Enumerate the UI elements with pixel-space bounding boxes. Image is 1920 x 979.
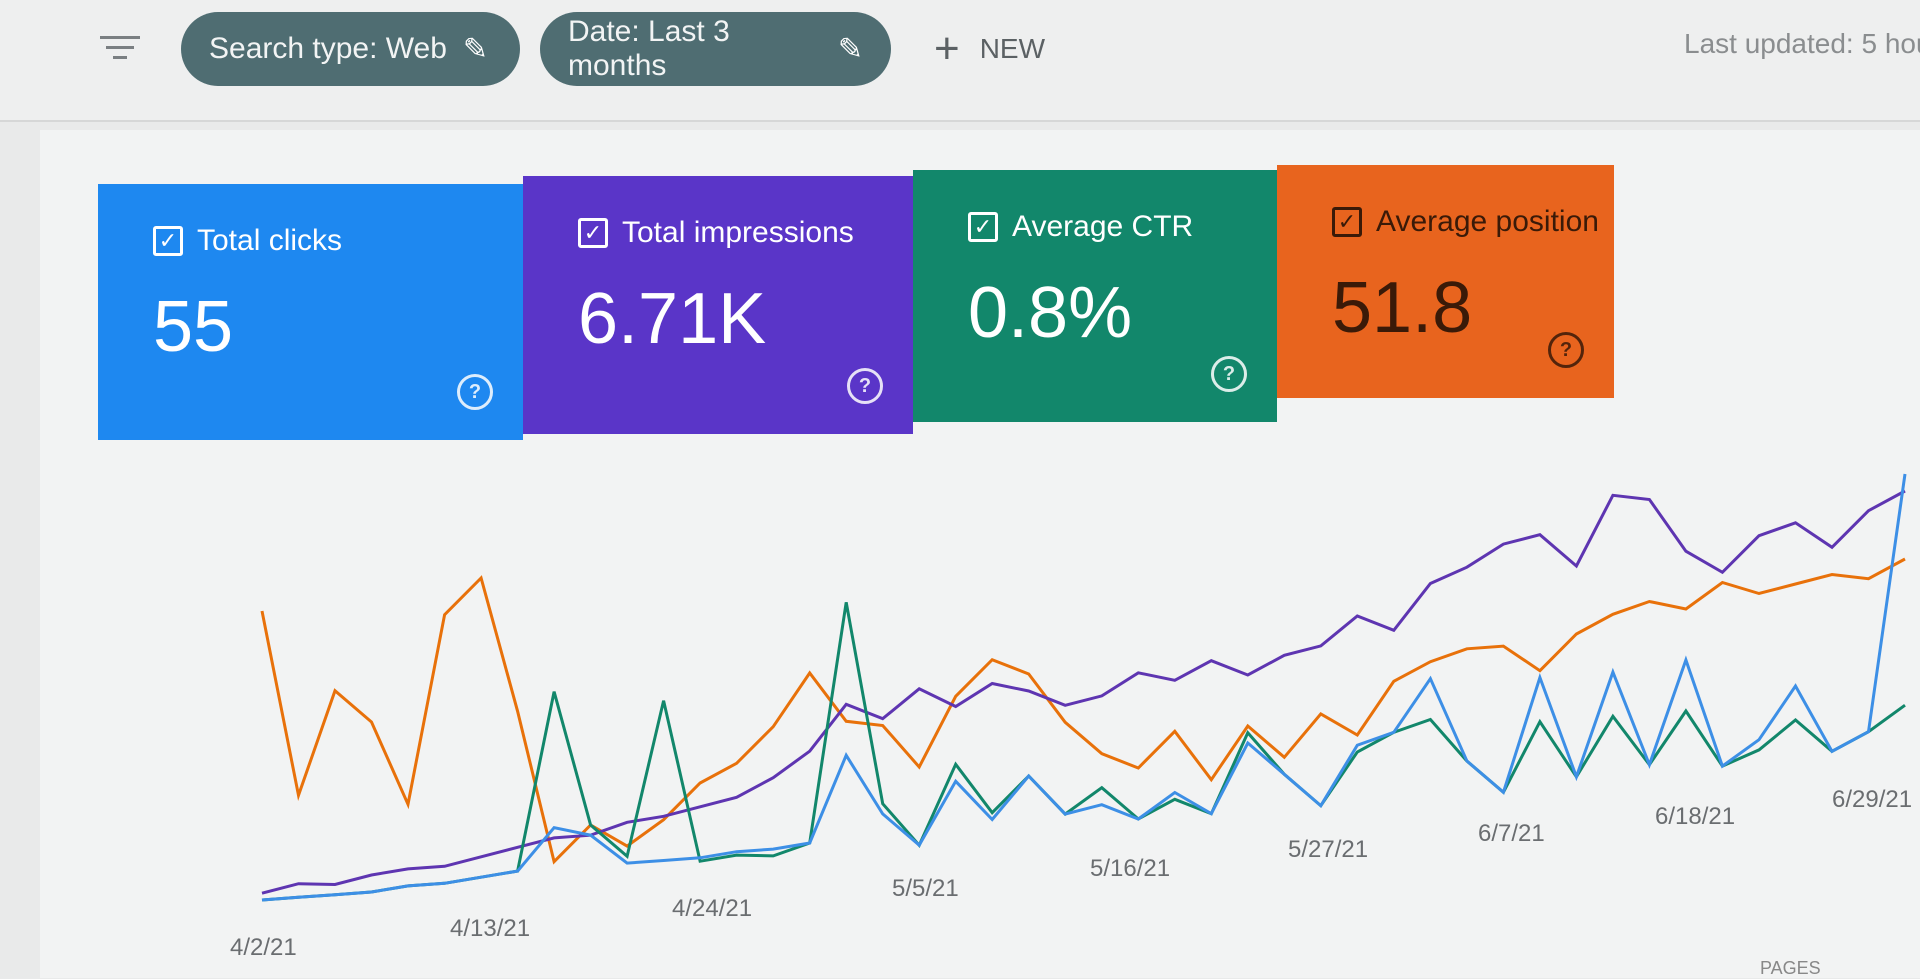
card-label: Total impressions: [622, 216, 854, 249]
metric-card-average-ctr[interactable]: ✓ Average CTR 0.8%?: [913, 170, 1277, 422]
checkbox-checked-icon[interactable]: ✓: [1332, 207, 1362, 237]
series-line-2: [261, 602, 1906, 902]
checkbox-checked-icon[interactable]: ✓: [968, 212, 998, 242]
new-filter-button[interactable]: + NEW: [934, 24, 1045, 74]
card-value: 0.8%: [968, 273, 1133, 353]
x-tick-label: 6/29/21: [1832, 786, 1913, 813]
toolbar: Search type: Web ✎ Date: Last 3 months ✎ +…: [0, 0, 1920, 122]
x-tick-label: 5/27/21: [1288, 836, 1369, 863]
card-label: Average position: [1376, 205, 1599, 238]
card-label-row: ✓ Average position: [1332, 205, 1614, 239]
x-tick-label: 6/7/21: [1478, 820, 1545, 847]
help-icon[interactable]: ?: [1548, 332, 1584, 368]
help-icon[interactable]: ?: [457, 374, 493, 410]
metric-card-average-position[interactable]: ✓ Average position 51.8?: [1277, 165, 1614, 398]
help-icon[interactable]: ?: [847, 368, 883, 404]
card-value: 51.8: [1332, 268, 1473, 348]
pages-column-header[interactable]: PAGES: [1760, 958, 1821, 978]
x-tick-label: 4/13/21: [450, 915, 531, 942]
filter-list-icon[interactable]: [100, 36, 140, 66]
x-tick-label: 5/5/21: [892, 875, 959, 902]
metric-card-total-impressions[interactable]: ✓ Total impressions 6.71K?: [523, 176, 913, 434]
new-label: NEW: [979, 33, 1046, 64]
checkbox-checked-icon[interactable]: ✓: [153, 226, 183, 256]
pencil-icon[interactable]: ✎: [837, 32, 863, 66]
search-type-chip[interactable]: Search type: Web ✎: [181, 12, 520, 86]
help-icon[interactable]: ?: [1211, 356, 1247, 392]
checkbox-checked-icon[interactable]: ✓: [578, 218, 608, 248]
chip-label: Date: Last 3 months: [568, 15, 730, 82]
card-value: 6.71K: [578, 279, 767, 359]
card-label: Total clicks: [197, 224, 343, 257]
x-tick-label: 4/2/21: [230, 934, 297, 961]
series-line-1: [261, 489, 1906, 895]
plus-icon: +: [934, 24, 960, 73]
pencil-icon[interactable]: ✎: [462, 32, 489, 66]
series-line-3: [261, 473, 1907, 902]
card-value: 55: [153, 287, 234, 367]
card-label-row: ✓ Average CTR: [968, 210, 1277, 244]
x-tick-label: 4/24/21: [672, 895, 753, 922]
chip-label: Search type: Web: [209, 32, 447, 65]
x-tick-label: 5/16/21: [1090, 855, 1171, 882]
metric-card-total-clicks[interactable]: ✓ Total clicks 55?: [98, 184, 523, 440]
card-label-row: ✓ Total impressions: [578, 216, 913, 250]
card-label: Average CTR: [1012, 210, 1194, 243]
card-label-row: ✓ Total clicks: [153, 224, 523, 258]
x-tick-label: 6/18/21: [1655, 803, 1736, 830]
last-updated: Last updated: 5 hour: [1684, 28, 1920, 59]
date-chip[interactable]: Date: Last 3 months ✎: [540, 12, 891, 86]
